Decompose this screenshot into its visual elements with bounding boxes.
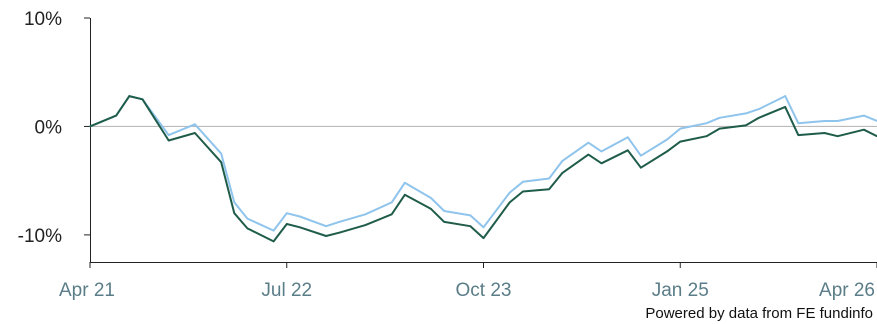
series-1-point [548, 177, 550, 180]
series-1-point [246, 217, 249, 220]
series-2-point [718, 127, 721, 130]
series-2-point [745, 124, 747, 127]
series-1-point [299, 215, 301, 218]
series-1-point [325, 225, 327, 227]
y-tick-label: 0% [35, 117, 63, 138]
series-1-point [233, 201, 236, 204]
series-2-point [482, 237, 485, 239]
x-tick-label: Apr 26 [819, 280, 875, 301]
series-2-point [299, 226, 301, 229]
series-1-point [404, 182, 406, 184]
series-2-point [705, 135, 708, 137]
series-1-point [338, 221, 341, 223]
series-2-point [823, 132, 826, 134]
x-tick-label: Oct 23 [456, 280, 512, 301]
series-2-point [640, 166, 642, 169]
series-2-point [246, 227, 249, 230]
data-source-credit: Powered by data from FE fundinfo [645, 305, 873, 322]
series-1-point [666, 138, 668, 141]
series-2-point [666, 150, 668, 153]
series-2-point [600, 162, 603, 165]
series-2-point [338, 231, 341, 234]
series-2-point [286, 223, 288, 225]
series-1-point [430, 197, 432, 199]
series-1-point [863, 114, 865, 117]
series-1-point [679, 127, 682, 130]
series-1-point [718, 117, 721, 119]
series-2-point [443, 221, 446, 223]
series-1-point [745, 112, 747, 115]
series-2-point [836, 135, 839, 137]
series-1-point [194, 123, 196, 126]
series-1-point [508, 191, 511, 194]
series-1-point [522, 181, 524, 183]
series-2-point [141, 98, 144, 101]
series-2-point [627, 149, 629, 152]
series-1-point [220, 152, 222, 155]
series-2-point [128, 95, 131, 97]
series-2-point [758, 117, 760, 119]
series-1-point [640, 154, 642, 157]
series-2-point [272, 240, 275, 243]
series-1-point [600, 150, 603, 153]
y-tick-label: 10% [24, 9, 62, 30]
series-2-point [863, 128, 865, 131]
series-2-point [784, 106, 786, 108]
x-tick-label: Jul 22 [261, 280, 312, 301]
series-1-point [443, 210, 446, 212]
series-1-point [705, 122, 708, 124]
series-1-point [482, 226, 485, 229]
series-2-point [679, 140, 682, 143]
series-2-point [561, 172, 563, 174]
series-1-point [286, 212, 288, 214]
x-axis-ticks: Apr 21 Jul 22 Oct 23 Jan 25 Apr 26 [59, 262, 877, 301]
series-2-point [430, 208, 432, 210]
series-1-point [167, 134, 170, 136]
series-2-point [469, 225, 472, 227]
series-line-1 [89, 95, 877, 232]
series-2-point [325, 235, 327, 237]
series-1-point [836, 120, 839, 122]
series-2-point [587, 153, 590, 156]
series-1-point [823, 120, 826, 122]
series-1-point [364, 213, 367, 216]
series-2-point [233, 212, 236, 214]
series-2-point [115, 114, 117, 117]
series-lines [89, 95, 877, 243]
series-2-point [364, 224, 367, 226]
series-2-point [797, 134, 800, 136]
x-tick-label: Apr 21 [59, 280, 115, 301]
x-tick-label: Jan 25 [652, 280, 709, 301]
y-axis-ticks: 10% 0% -10% [18, 9, 90, 247]
series-1-point [797, 122, 800, 124]
series-2-point [194, 132, 196, 134]
series-1-point [758, 108, 760, 110]
y-tick-label: -10% [18, 226, 62, 247]
series-2-point [220, 161, 222, 163]
series-2-point [167, 139, 170, 142]
series-1-point [561, 160, 563, 162]
series-1-point [627, 136, 629, 139]
series-1-point [272, 229, 275, 232]
series-2-point [390, 213, 393, 216]
series-2-point [548, 188, 550, 191]
series-2-point [89, 125, 91, 128]
series-1-point [587, 141, 590, 144]
series-2-point [404, 194, 406, 196]
series-1-point [390, 201, 393, 204]
series-1-point [469, 214, 472, 217]
series-1-point [784, 95, 786, 97]
series-2-point [522, 190, 524, 193]
series-2-point [508, 201, 511, 204]
